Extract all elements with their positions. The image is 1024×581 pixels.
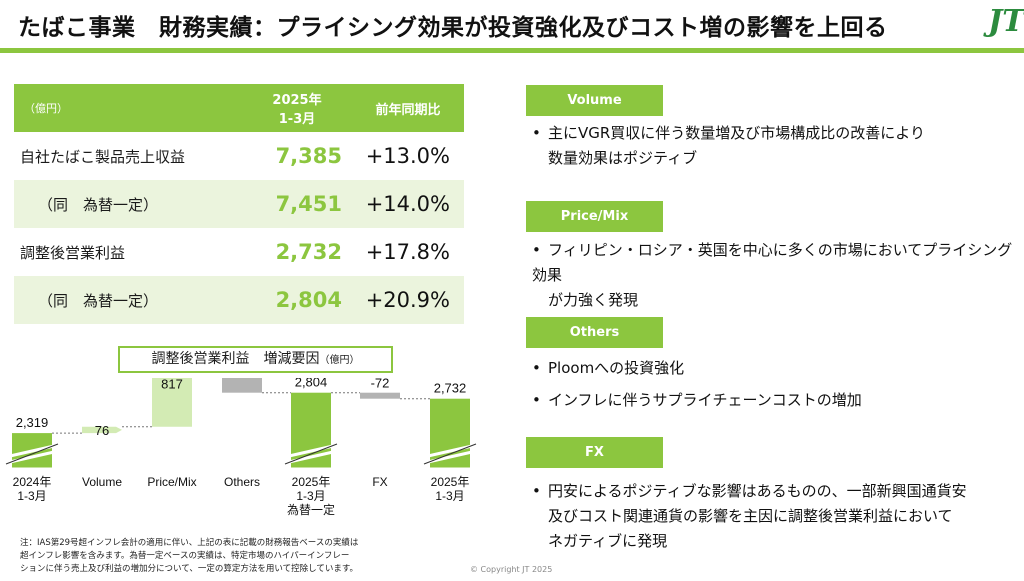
axis-break-mark	[427, 444, 473, 458]
chart-title-main: 調整後営業利益 増減要因	[151, 351, 320, 367]
category-label: 為替一定	[287, 502, 335, 517]
bullet-item: • 円安によるポジティブな影響はあるものの、一部新興国通貨安 及びコスト関連通貨の…	[532, 479, 1022, 554]
bar-3	[222, 378, 262, 393]
bullet-text: フィリピン・ロシア・英国を中心に多くの市場においてプライシング効果	[532, 241, 1013, 284]
kpi-unit-label: （億円）	[14, 84, 242, 132]
data-label: 2,319	[16, 415, 49, 430]
category-label: 2025年	[431, 475, 470, 489]
kpi-header-row: （億円） 2025年 1-3月 前年同期比	[14, 84, 464, 132]
chart-title-unit: （億円）	[319, 355, 360, 366]
axis-break-mark	[9, 444, 55, 458]
category-label: 2025年	[292, 475, 331, 489]
data-label: -72	[371, 378, 390, 391]
kpi-yoy-header: 前年同期比	[352, 84, 464, 132]
section-heading-volume: Volume	[526, 85, 663, 116]
category-label: Volume	[82, 475, 122, 489]
axis-break-mark	[288, 444, 334, 458]
footnote: 注：IAS第29号超インフレ会計の適用に伴い、上記の表に記載の財務報告ベースの実…	[20, 537, 460, 576]
data-label: 76	[95, 423, 109, 438]
kpi-period-months: 1-3月	[278, 112, 316, 127]
bullet-item: • インフレに伴うサプライチェーンコストの増加	[532, 388, 1022, 413]
table-row: （同 為替一定） 7,451 +14.0%	[14, 180, 464, 228]
kpi-period-header: 2025年 1-3月	[242, 84, 352, 132]
bullet-text-cont: 数量効果はポジティブ	[548, 149, 698, 167]
kpi-table: （億円） 2025年 1-3月 前年同期比 自社たばこ製品売上収益 7,385 …	[14, 84, 464, 324]
page-title: たばこ事業 財務実績：プライシング効果が投資強化及びコスト増の影響を上回る	[18, 15, 888, 41]
bullet-text-cont: ネガティブに発現	[548, 532, 668, 550]
bullet-dot: •	[532, 124, 541, 142]
data-label: 817	[161, 378, 183, 392]
kpi-row-value: 7,385	[275, 144, 342, 168]
table-row: 調整後営業利益 2,732 +17.8%	[14, 228, 464, 276]
bullet-text: 円安によるポジティブな影響はあるものの、一部新興国通貨安	[548, 482, 967, 500]
bar-5	[360, 392, 400, 399]
section-heading-others: Others	[526, 317, 663, 348]
kpi-row-yoy: +20.9%	[352, 276, 464, 324]
bar-2	[152, 378, 192, 427]
kpi-row-yoy: +13.0%	[365, 144, 450, 168]
waterfall-chart: 2,3192024年1-3月76Volume817Price/Mix-408Ot…	[0, 378, 478, 517]
axis-break-mark	[288, 450, 334, 464]
category-label: 1-3月	[435, 489, 464, 503]
bullet-item: • 主にVGR買収に伴う数量増及び市場構成比の改善により 数量効果はポジティブ	[532, 121, 1022, 171]
title-underline	[0, 48, 1024, 53]
footnote-line: ションに伴う売上及び利益の増加分について、一定の算定方法を用いて控除しています。	[20, 564, 358, 574]
kpi-row-yoy: +14.0%	[352, 180, 464, 228]
data-label: 2,732	[434, 381, 467, 396]
category-label: Price/Mix	[147, 475, 196, 489]
category-label: FX	[372, 475, 387, 489]
bullet-text: インフレに伴うサプライチェーンコストの増加	[548, 391, 862, 409]
kpi-row-label: （同 為替一定）	[14, 180, 242, 228]
bullet-text-cont: が力強く発現	[548, 291, 639, 309]
category-label: 1-3月	[296, 489, 325, 503]
footnote-line: 注：IAS第29号超インフレ会計の適用に伴い、上記の表に記載の財務報告ベースの実…	[20, 538, 359, 548]
bullet-text: 主にVGR買収に伴う数量増及び市場構成比の改善により	[548, 124, 926, 142]
category-label: Others	[224, 475, 260, 489]
kpi-row-label: 自社たばこ製品売上収益	[20, 147, 186, 166]
bullet-dot: •	[532, 391, 541, 409]
bullet-text: Ploomへの投資強化	[548, 359, 685, 377]
bullet-item: • Ploomへの投資強化	[532, 356, 1022, 381]
chart-title: 調整後営業利益 増減要因（億円）	[118, 346, 393, 373]
bullet-text-cont: 及びコスト関連通貨の影響を主因に調整後営業利益において	[548, 507, 953, 525]
category-label: 2024年	[13, 475, 52, 489]
kpi-row-value: 7,451	[242, 180, 352, 228]
kpi-row-value: 2,804	[242, 276, 352, 324]
data-label: 2,804	[295, 378, 328, 390]
section-heading-price-mix: Price/Mix	[526, 201, 663, 232]
axis-break-mark	[427, 450, 473, 464]
kpi-period-year: 2025年	[272, 93, 322, 108]
bullet-item: • フィリピン・ロシア・英国を中心に多くの市場においてプライシング効果 が力強く発…	[532, 238, 1022, 313]
table-row: （同 為替一定） 2,804 +20.9%	[14, 276, 464, 324]
axis-break-mark	[9, 450, 55, 464]
kpi-row-yoy: +17.8%	[365, 240, 450, 264]
footnote-line: 超インフレ影響を含みます。為替一定ベースの実績は、特定市場のハイパーインフレー	[20, 551, 350, 561]
kpi-row-value: 2,732	[275, 240, 342, 264]
bullet-dot: •	[532, 482, 541, 500]
axis-break-line	[5, 443, 59, 465]
table-row: 自社たばこ製品売上収益 7,385 +13.0%	[14, 132, 464, 180]
axis-break-line	[423, 443, 477, 465]
copyright: © Copyright JT 2025	[470, 565, 553, 574]
bullet-dot: •	[532, 241, 541, 259]
kpi-row-label: （同 為替一定）	[14, 276, 242, 324]
bar-volume	[82, 426, 122, 434]
jt-logo: JT	[988, 4, 1024, 39]
category-label: 1-3月	[17, 489, 46, 503]
bullet-dot: •	[532, 359, 541, 377]
section-heading-fx: FX	[526, 437, 663, 468]
axis-break-line	[284, 443, 338, 465]
kpi-row-label: 調整後営業利益	[20, 243, 126, 262]
